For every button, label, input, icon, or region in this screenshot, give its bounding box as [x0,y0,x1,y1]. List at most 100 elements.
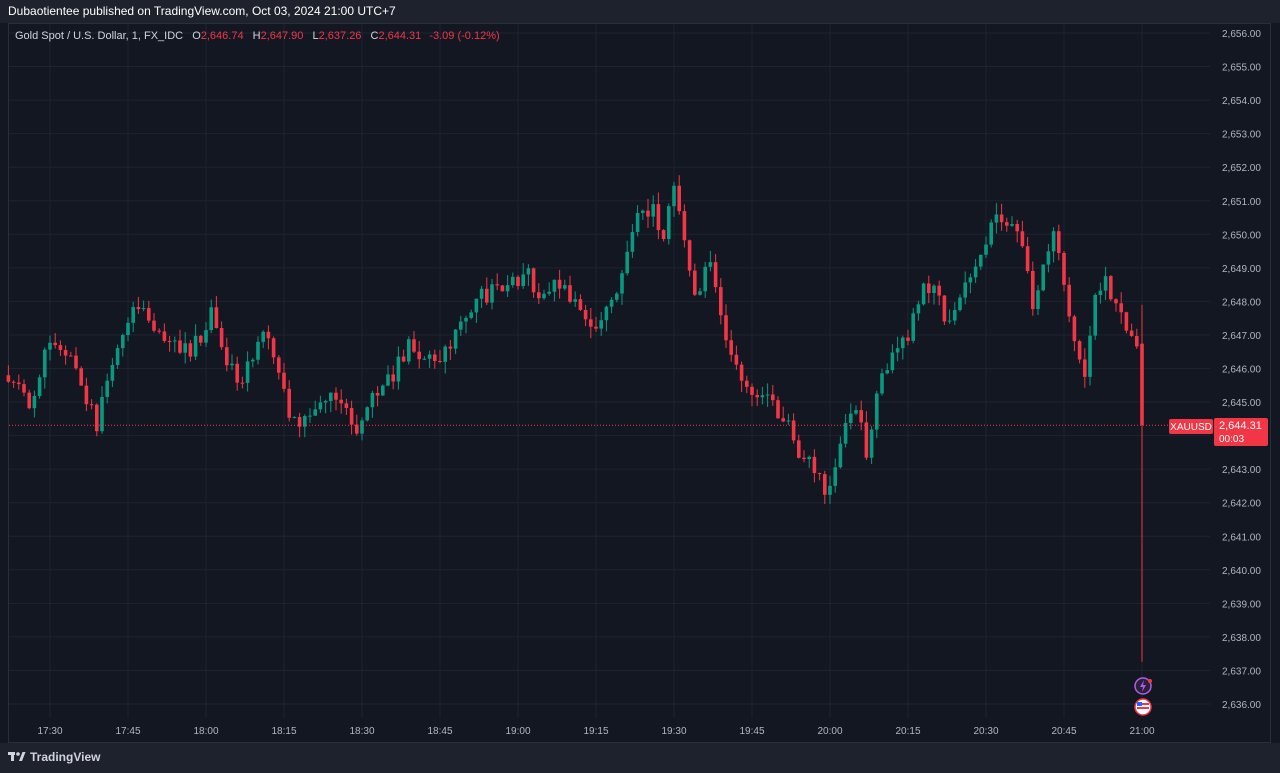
candle-body [880,373,884,394]
candle-body [615,293,619,300]
x-tick-label: 20:15 [895,726,920,737]
candle [1103,266,1108,300]
candle-body [973,266,978,278]
candle-body [895,348,900,353]
candle-body [864,422,869,458]
candle [937,280,941,306]
candle [927,275,931,304]
candle-body [635,213,640,233]
price-tag: XAUUSD 2,644.31 00:03 [1169,418,1268,446]
candle [193,324,198,361]
x-tick-label: 18:00 [193,726,218,737]
y-tick-label: 2,651.00 [1222,197,1261,208]
candle [1135,328,1139,349]
x-tick-label: 20:30 [973,726,998,737]
event-icons[interactable] [1134,677,1152,716]
lightning-event-icon[interactable] [1134,677,1152,695]
candle [531,267,536,298]
candle-body [391,374,395,382]
candle-body [115,348,120,366]
candle-body [869,429,874,458]
candle-body [687,240,692,271]
y-tick-label: 2,650.00 [1222,230,1261,241]
candle-body [1093,294,1097,336]
candle-body [292,416,297,418]
y-tick-label: 2,646.00 [1222,365,1261,376]
candle [838,436,843,469]
candle-body [833,467,837,486]
candle-body [781,418,785,422]
candle-body [843,423,848,444]
candle [495,273,499,291]
candle [1057,224,1061,261]
candle [277,354,281,380]
low-label: L [312,30,319,42]
candle [479,285,484,308]
candle-body [942,295,947,322]
candle-body [308,415,312,417]
candle-body [381,385,385,396]
candle-body [620,273,624,294]
candle [547,282,551,296]
candle-body [209,307,213,331]
candle-body [927,283,931,294]
candle-body [448,346,453,349]
candle [355,414,359,436]
candle [147,300,151,323]
candle [95,403,99,437]
candle [901,335,905,360]
candle-body [682,211,687,241]
candle-body [22,384,26,393]
candle-body [422,358,427,360]
candle [781,406,785,423]
candle-body [1114,299,1118,304]
candle-body [677,185,681,212]
candle-body [126,322,130,335]
candle [864,411,869,461]
candle [115,344,120,369]
candle [672,181,676,217]
candle-body [84,385,89,405]
candle-body [708,262,713,267]
x-tick-label: 17:45 [115,726,140,737]
candle-body [552,279,557,292]
candle [323,399,328,414]
candle [505,275,510,297]
candle-body [313,409,317,416]
candle [760,386,765,405]
candle-body [505,285,510,292]
candle-body [1109,276,1113,300]
grid-lines [9,24,1210,718]
candle-body [173,340,177,342]
time-axis: 17:30 17:45 18:00 18:15 18:30 18:45 19:00 19:15… [37,726,1154,737]
y-tick-label: 2,643.00 [1222,465,1261,476]
candle-body [11,381,16,383]
candle [942,295,947,326]
candle [401,349,406,363]
candle-body [469,312,473,318]
candle-body [370,392,375,408]
instrument-label: Gold Spot / U.S. Dollar, 1, FX_IDC [15,30,184,42]
tradingview-logo-icon [8,752,26,761]
candle [438,349,442,364]
candle [625,240,629,276]
candle-body [1046,251,1051,265]
candle [396,346,401,390]
candle [968,273,973,294]
candle [53,333,57,349]
candle-body [69,355,73,357]
chart-frame[interactable] [8,23,1271,743]
tradingview-logo[interactable]: TradingView [8,750,100,764]
candle-body [1041,264,1045,291]
candle [849,403,853,430]
y-tick-label: 2,647.00 [1222,331,1261,342]
us-flag-event-icon[interactable] [1134,698,1152,716]
candle-body [58,345,63,351]
y-tick-label: 2,641.00 [1222,532,1261,543]
candle [1088,325,1092,386]
candle [37,374,42,399]
candle [1036,285,1040,315]
high-label: H [252,30,261,42]
candle [58,340,63,356]
